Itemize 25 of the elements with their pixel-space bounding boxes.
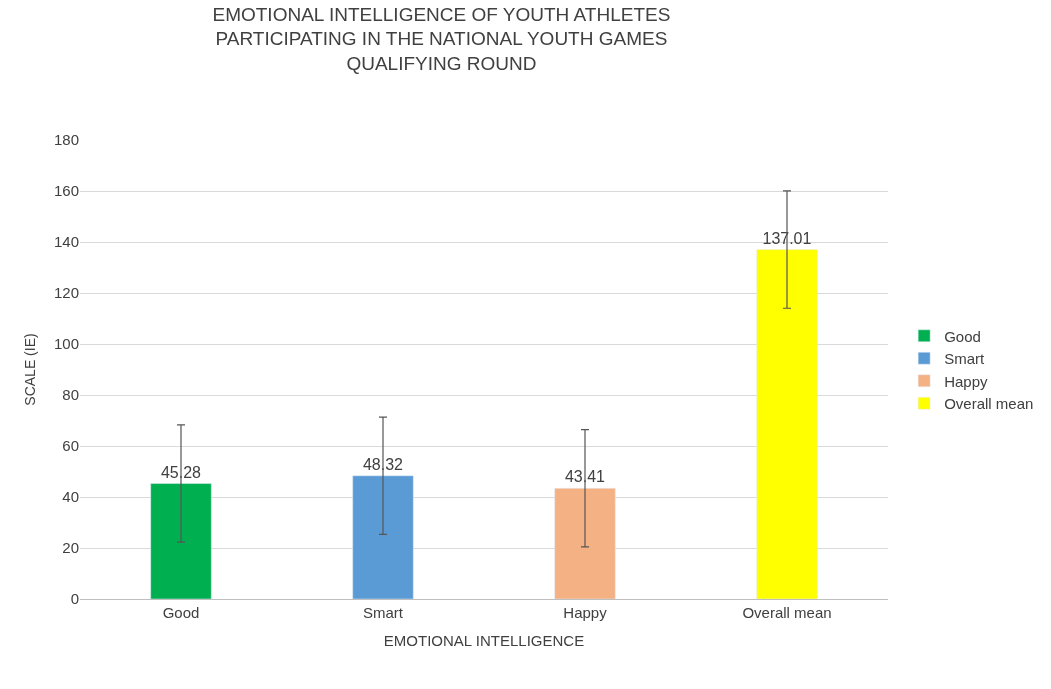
y-tick-label: 80: [62, 386, 79, 404]
y-tick-label: 40: [62, 488, 79, 506]
chart-title: EMOTIONAL INTELLIGENCE OF YOUTH ATHLETES PARTICIPATING IN THE NATIONAL YOUTH GAMES QUALIFYING ROUND: [212, 3, 671, 75]
legend-label: Overall mean: [944, 395, 1034, 413]
y-tick-label: 120: [53, 284, 79, 302]
y-tick-label: 20: [62, 539, 79, 557]
y-tick-label: 180: [53, 131, 79, 149]
y-axis-title: SCALE (IE): [21, 333, 38, 406]
legend-label: Happy: [944, 372, 989, 390]
legend-label: Smart: [944, 350, 985, 368]
x-tick-label: Overall mean: [742, 604, 832, 621]
data-label: 43.41: [564, 468, 606, 486]
data-label: 45.28: [160, 463, 202, 481]
y-tick-label: 0: [70, 590, 79, 608]
legend-label: Good: [944, 327, 981, 345]
y-tick-label: 140: [53, 233, 79, 251]
data-label: 137.01: [762, 229, 812, 247]
x-tick-label: Smart: [362, 604, 404, 621]
y-tick-label: 100: [53, 335, 79, 353]
data-label: 48.32: [362, 455, 404, 473]
y-tick-label: 160: [53, 182, 79, 200]
y-tick-label: 60: [62, 437, 79, 455]
x-axis-title: EMOTIONAL INTELLIGENCE: [383, 632, 585, 649]
x-tick-label: Good: [162, 604, 200, 621]
x-tick-label: Happy: [563, 604, 608, 621]
